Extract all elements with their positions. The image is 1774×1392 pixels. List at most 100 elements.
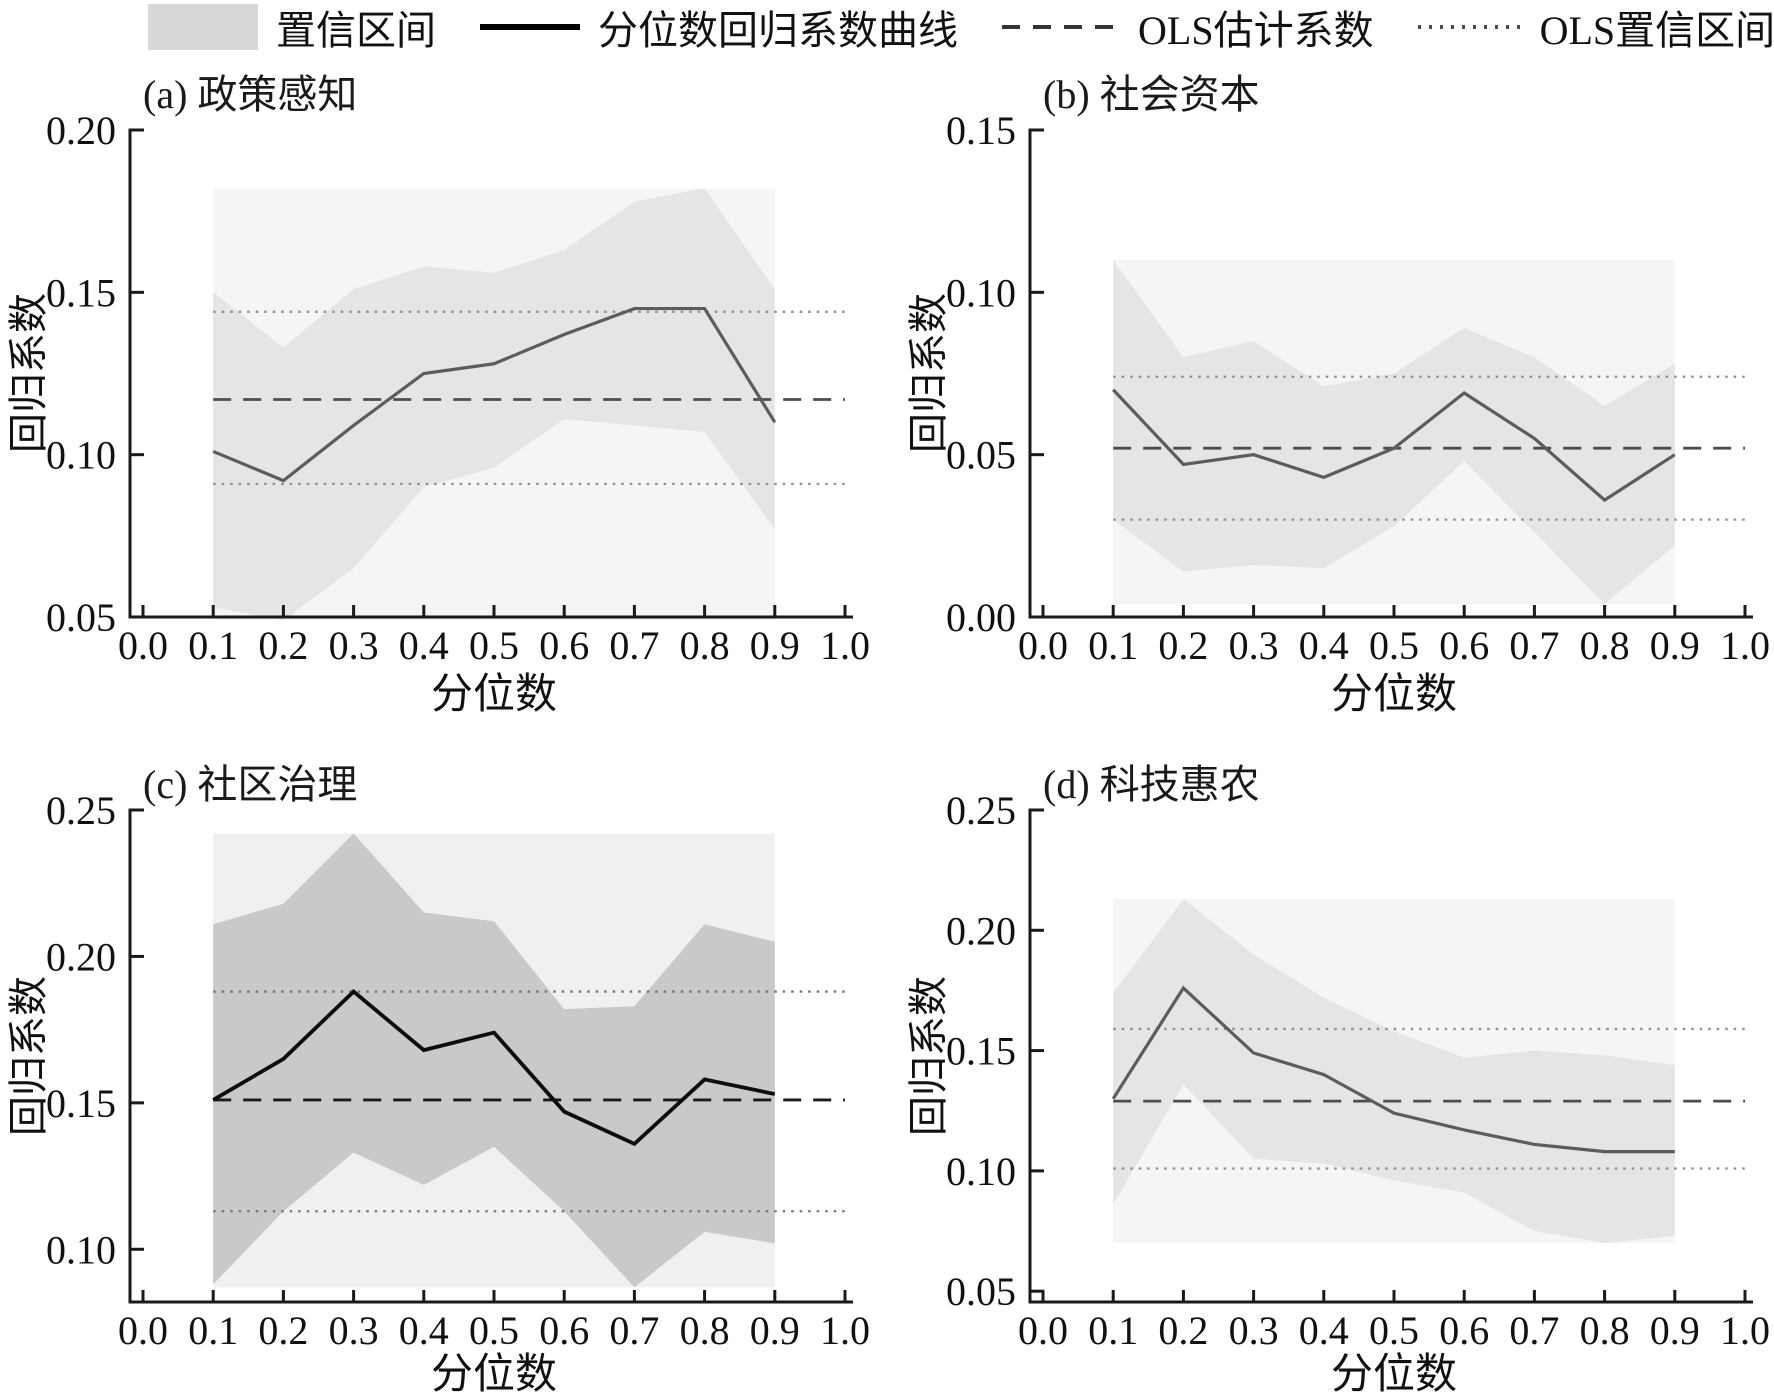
x-tick-label: 0.4: [1299, 623, 1349, 668]
panel-d-title: (d) 科技惠农: [1043, 762, 1260, 807]
x-tick-label: 0.0: [118, 623, 168, 668]
x-tick-label: 0.1: [188, 1308, 238, 1353]
x-tick-label: 1.0: [820, 623, 870, 668]
panel-c-yaxis-label: 回归系数: [6, 976, 51, 1136]
confidence-band: [213, 833, 775, 1288]
x-tick-label: 0.8: [680, 623, 730, 668]
x-tick-label: 0.3: [329, 623, 379, 668]
panel-a: 0.05 0.10 0.15 0.20 0.0 0.1 0.2 0.3 0.4 0.5 0.6 0.7…: [0, 60, 887, 720]
panel-c: 0.10 0.15 0.20 0.25 0.0 0.1 0.2 0.3 0.4 0.5 0.6 0.7…: [0, 732, 887, 1392]
x-tick-label: 0.6: [539, 1308, 589, 1353]
y-tick-label: 0.20: [46, 934, 116, 979]
y-tick-label: 0.25: [946, 788, 1016, 833]
legend-label: 分位数回归系数曲线: [598, 8, 958, 53]
y-tick-label: 0.25: [46, 788, 116, 833]
panel-b-chart: 0.00 0.05 0.10 0.15 0.0 0.1 0.2 0.3 0.4 0.5 0.6 0.7…: [906, 72, 1770, 718]
y-tick-label: 0.05: [946, 1269, 1016, 1314]
x-tick-label: 0.9: [1650, 1308, 1700, 1353]
y-tick-label: 0.15: [946, 1029, 1016, 1074]
x-tick-label: 0.1: [1088, 623, 1138, 668]
x-tick-label: 0.7: [1509, 1308, 1559, 1353]
x-tick-label: 1.0: [1720, 623, 1770, 668]
quantile-coef-curve: [212, 306, 777, 483]
y-tick-label: 0.10: [946, 270, 1016, 315]
y-tick-label: 0.20: [946, 908, 1016, 953]
panel-d-chart: 0.05 0.10 0.15 0.20 0.25 0.0 0.1 0.2 0.3 0.4 0.5 0.…: [906, 762, 1770, 1392]
x-tick-label: 0.0: [1018, 1308, 1068, 1353]
x-tick-label: 0.2: [1158, 623, 1208, 668]
quantile-coef-curve: [1111, 985, 1675, 1154]
x-tick-label: 0.3: [1229, 623, 1279, 668]
x-tick-label: 0.1: [1088, 1308, 1138, 1353]
y-tick-label: 0.00: [946, 595, 1016, 640]
x-tick-label: 0.5: [469, 1308, 519, 1353]
x-tick-label: 0.9: [750, 623, 800, 668]
panel-d: 0.05 0.10 0.15 0.20 0.25 0.0 0.1 0.2 0.3 0.4 0.5 0.…: [887, 732, 1774, 1392]
y-tick-label: 0.05: [946, 433, 1016, 478]
panel-b-title: (b) 社会资本: [1043, 72, 1260, 117]
x-tick-label: 1.0: [1720, 1308, 1770, 1353]
x-tick-label: 0.5: [1369, 1308, 1419, 1353]
quantile-coef-curve: [212, 989, 776, 1147]
panel-d-yaxis-label: 回归系数: [906, 976, 951, 1136]
panel-a-yaxis-label: 回归系数: [6, 293, 51, 453]
x-tick-label: 0.2: [1158, 1308, 1208, 1353]
x-tick-label: 0.8: [1580, 623, 1630, 668]
legend-item-ols-coef: OLS估计系数: [1002, 0, 1374, 56]
panel-a-xaxis-label: 分位数: [431, 671, 557, 718]
confidence-band: [213, 188, 775, 621]
x-tick-label: 0.2: [258, 1308, 308, 1353]
y-tick-label: 0.10: [46, 433, 116, 478]
dashed-line-swatch-icon: [1002, 25, 1120, 29]
panel-d-plot-area: 0.05 0.10 0.15 0.20 0.25 0.0 0.1 0.2 0.3 0.4 0.5 0.…: [946, 788, 1770, 1353]
x-tick-label: 0.8: [1580, 1308, 1630, 1353]
legend-label: OLS置信区间: [1539, 8, 1774, 53]
panel-b: 0.00 0.05 0.10 0.15 0.0 0.1 0.2 0.3 0.4 0.5 0.6 0.7…: [887, 60, 1774, 720]
y-tick-label: 0.15: [946, 108, 1016, 153]
panel-c-xaxis-label: 分位数: [431, 1351, 557, 1392]
confidence-band: [1113, 899, 1675, 1244]
panel-b-xaxis-label: 分位数: [1331, 671, 1457, 718]
solid-line-swatch-icon: [480, 24, 580, 30]
x-tick-label: 0.9: [750, 1308, 800, 1353]
panel-d-xaxis-label: 分位数: [1331, 1351, 1457, 1392]
x-tick-label: 0.7: [609, 1308, 659, 1353]
y-tick-label: 0.05: [46, 595, 116, 640]
panel-b-plot-area: 0.00 0.05 0.10 0.15 0.0 0.1 0.2 0.3 0.4 0.5 0.6 0.7…: [946, 108, 1770, 668]
y-tick-label: 0.10: [946, 1149, 1016, 1194]
panel-c-chart: 0.10 0.15 0.20 0.25 0.0 0.1 0.2 0.3 0.4 0.5 0.6 0.7…: [6, 762, 870, 1392]
y-tick-label: 0.10: [46, 1227, 116, 1272]
x-tick-label: 0.8: [680, 1308, 730, 1353]
panel-a-plot-area: 0.05 0.10 0.15 0.20 0.0 0.1 0.2 0.3 0.4 0.5 0.6 0.7…: [46, 108, 870, 668]
panel-b-yaxis-label: 回归系数: [906, 293, 951, 453]
legend-item-ols-ci: OLS置信区间: [1417, 0, 1774, 56]
x-tick-label: 0.3: [1229, 1308, 1279, 1353]
x-tick-label: 0.4: [399, 1308, 449, 1353]
legend-label: 置信区间: [276, 8, 436, 53]
x-tick-label: 0.5: [469, 623, 519, 668]
panel-c-plot-area: 0.10 0.15 0.20 0.25 0.0 0.1 0.2 0.3 0.4 0.5 0.6 0.7…: [46, 788, 870, 1353]
dotted-line-swatch-icon: [1417, 25, 1522, 29]
legend-item-confidence-band: 置信区间: [148, 0, 436, 56]
legend-label: OLS估计系数: [1138, 8, 1374, 53]
x-tick-label: 0.7: [1509, 623, 1559, 668]
legend-item-quantile-curve: 分位数回归系数曲线: [480, 0, 958, 56]
confidence-band: [1113, 259, 1675, 605]
y-tick-label: 0.15: [46, 270, 116, 315]
x-tick-label: 0.6: [1439, 623, 1489, 668]
panel-c-title: (c) 社区治理: [143, 762, 357, 807]
x-tick-label: 0.9: [1650, 623, 1700, 668]
panel-a-title: (a) 政策感知: [143, 72, 357, 117]
x-tick-label: 1.0: [820, 1308, 870, 1353]
y-tick-label: 0.20: [46, 108, 116, 153]
x-tick-label: 0.3: [329, 1308, 379, 1353]
x-tick-label: 0.0: [118, 1308, 168, 1353]
x-tick-label: 0.4: [1299, 1308, 1349, 1353]
x-tick-label: 0.7: [609, 623, 659, 668]
y-tick-label: 0.15: [46, 1081, 116, 1126]
quantile-coef-curve: [1112, 388, 1676, 503]
x-tick-label: 0.2: [258, 623, 308, 668]
x-tick-label: 0.6: [1439, 1308, 1489, 1353]
band-swatch-icon: [148, 4, 258, 50]
